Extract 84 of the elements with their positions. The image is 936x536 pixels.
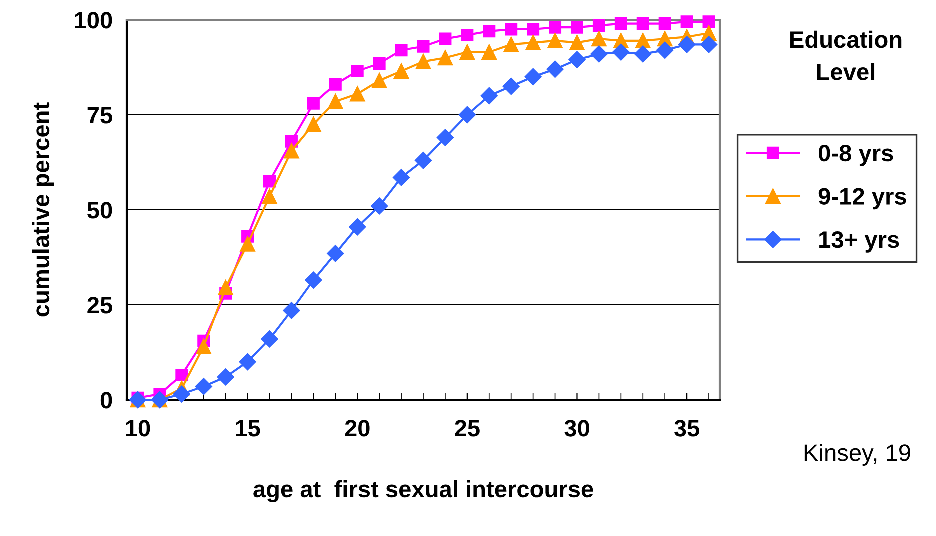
point bbox=[351, 65, 364, 78]
point bbox=[612, 44, 630, 61]
point bbox=[524, 68, 542, 86]
point bbox=[592, 19, 606, 32]
x-tick-label: 35 bbox=[674, 420, 700, 437]
point bbox=[196, 339, 212, 354]
point bbox=[527, 23, 540, 36]
point bbox=[614, 18, 628, 30]
point bbox=[483, 25, 496, 38]
point bbox=[636, 18, 650, 30]
point bbox=[240, 236, 256, 252]
point bbox=[395, 44, 408, 57]
point bbox=[678, 36, 696, 54]
point bbox=[373, 57, 386, 70]
point bbox=[504, 37, 519, 52]
legend-label: 0-8 yrs bbox=[819, 144, 894, 166]
y-tick-label: 100 bbox=[75, 12, 112, 29]
y-axis-title: cumulative percent bbox=[32, 102, 54, 317]
point bbox=[505, 23, 518, 36]
point bbox=[549, 21, 562, 34]
x-tick-label: 20 bbox=[345, 420, 370, 437]
point bbox=[656, 42, 674, 59]
point bbox=[218, 280, 234, 296]
point bbox=[592, 31, 607, 47]
point bbox=[327, 245, 344, 262]
point bbox=[173, 386, 190, 403]
point bbox=[349, 218, 366, 236]
point bbox=[394, 64, 410, 79]
point bbox=[416, 54, 432, 70]
point bbox=[700, 36, 718, 54]
point bbox=[283, 302, 300, 320]
point bbox=[436, 129, 454, 146]
x-axis-title: age at first sexual intercourse bbox=[254, 480, 594, 502]
point bbox=[262, 189, 278, 204]
point bbox=[261, 330, 278, 348]
point bbox=[634, 46, 652, 63]
text: Kinsey, 19 bbox=[804, 444, 910, 466]
point bbox=[526, 35, 541, 50]
point bbox=[392, 169, 410, 186]
point bbox=[635, 33, 651, 49]
x-tick-label: 30 bbox=[564, 420, 590, 437]
legend-label: 9-12 yrs bbox=[818, 188, 906, 210]
point bbox=[328, 94, 344, 110]
point bbox=[329, 78, 342, 91]
point bbox=[458, 106, 476, 124]
x-tick-label: 25 bbox=[455, 420, 480, 437]
point bbox=[658, 18, 672, 30]
point bbox=[264, 175, 276, 188]
point bbox=[482, 44, 498, 60]
point bbox=[417, 40, 430, 53]
point bbox=[590, 46, 608, 63]
legend-label: 13+ yrs bbox=[820, 231, 900, 253]
point bbox=[239, 353, 256, 371]
point bbox=[195, 378, 212, 396]
point bbox=[307, 97, 320, 110]
point bbox=[502, 78, 520, 96]
point bbox=[176, 369, 188, 382]
x-tick-label: 10 bbox=[126, 420, 150, 437]
point bbox=[702, 16, 716, 28]
point bbox=[414, 152, 432, 170]
y-tick-label: 75 bbox=[88, 107, 112, 124]
point bbox=[305, 272, 322, 289]
point bbox=[371, 198, 388, 215]
y-tick-label: 50 bbox=[88, 202, 112, 219]
y-tick-label: 25 bbox=[88, 297, 112, 314]
point bbox=[438, 50, 454, 66]
point bbox=[570, 35, 585, 50]
point bbox=[568, 51, 586, 68]
point bbox=[439, 32, 452, 46]
point bbox=[546, 60, 564, 78]
point bbox=[461, 28, 474, 42]
point bbox=[680, 16, 694, 28]
x-tick-label: 15 bbox=[236, 420, 260, 437]
point bbox=[217, 368, 234, 386]
y-tick-label: 0 bbox=[100, 392, 112, 409]
point bbox=[570, 21, 584, 34]
point bbox=[306, 116, 322, 132]
point bbox=[350, 86, 366, 102]
point bbox=[460, 44, 476, 60]
point bbox=[480, 87, 498, 105]
point bbox=[548, 33, 563, 49]
point bbox=[284, 143, 300, 159]
point bbox=[372, 73, 388, 88]
legend-title: Education Level bbox=[790, 30, 902, 80]
